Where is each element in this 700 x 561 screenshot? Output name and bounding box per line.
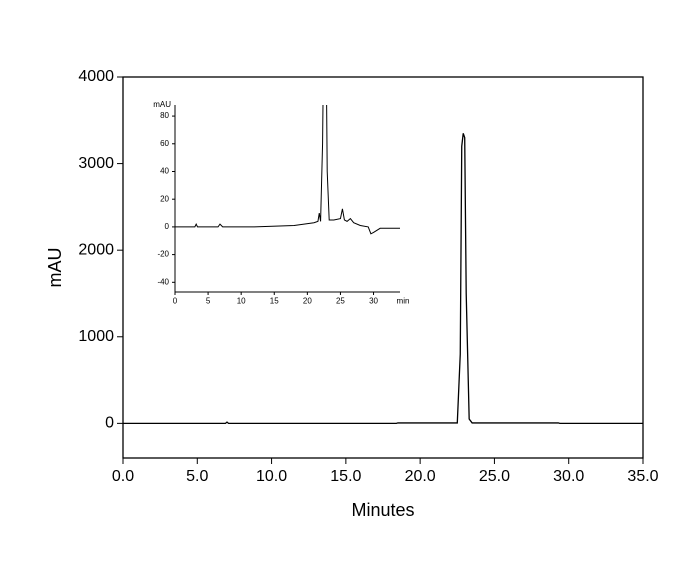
y-tick-label: 0	[165, 222, 170, 231]
x-axis-label: Minutes	[351, 500, 414, 520]
x-tick-label: 0.0	[112, 468, 134, 485]
y-tick-label: 1000	[78, 328, 114, 345]
x-axis-label: min	[397, 297, 410, 306]
x-tick-label: 0	[173, 297, 178, 306]
x-tick-label: 25	[336, 297, 345, 306]
x-tick-label: 30.0	[553, 468, 584, 485]
y-tick-label: 4000	[78, 68, 114, 85]
data-line	[175, 105, 400, 235]
y-tick-label: 3000	[78, 155, 114, 172]
y-axis-label: mAU	[45, 248, 65, 288]
y-tick-label: 40	[160, 167, 169, 176]
y-tick-label: 2000	[78, 241, 114, 258]
x-tick-label: 20	[303, 297, 312, 306]
x-tick-label: 10.0	[256, 468, 287, 485]
y-axis-label: mAU	[153, 100, 171, 109]
x-tick-label: 15	[270, 297, 279, 306]
y-tick-label: 0	[105, 415, 114, 432]
x-tick-label: 35.0	[627, 468, 658, 485]
x-tick-label: 30	[369, 297, 378, 306]
x-tick-label: 5	[206, 297, 211, 306]
x-tick-label: 20.0	[405, 468, 436, 485]
y-tick-label: -20	[157, 250, 169, 259]
data-line	[123, 133, 643, 425]
y-tick-label: 60	[160, 139, 169, 148]
y-tick-label: 20	[160, 194, 169, 203]
x-tick-label: 25.0	[479, 468, 510, 485]
y-tick-label: 80	[160, 111, 169, 120]
x-tick-label: 5.0	[186, 468, 208, 485]
x-tick-label: 10	[237, 297, 246, 306]
plot-frame	[122, 76, 644, 459]
y-tick-label: -40	[157, 277, 169, 286]
x-tick-label: 15.0	[330, 468, 361, 485]
